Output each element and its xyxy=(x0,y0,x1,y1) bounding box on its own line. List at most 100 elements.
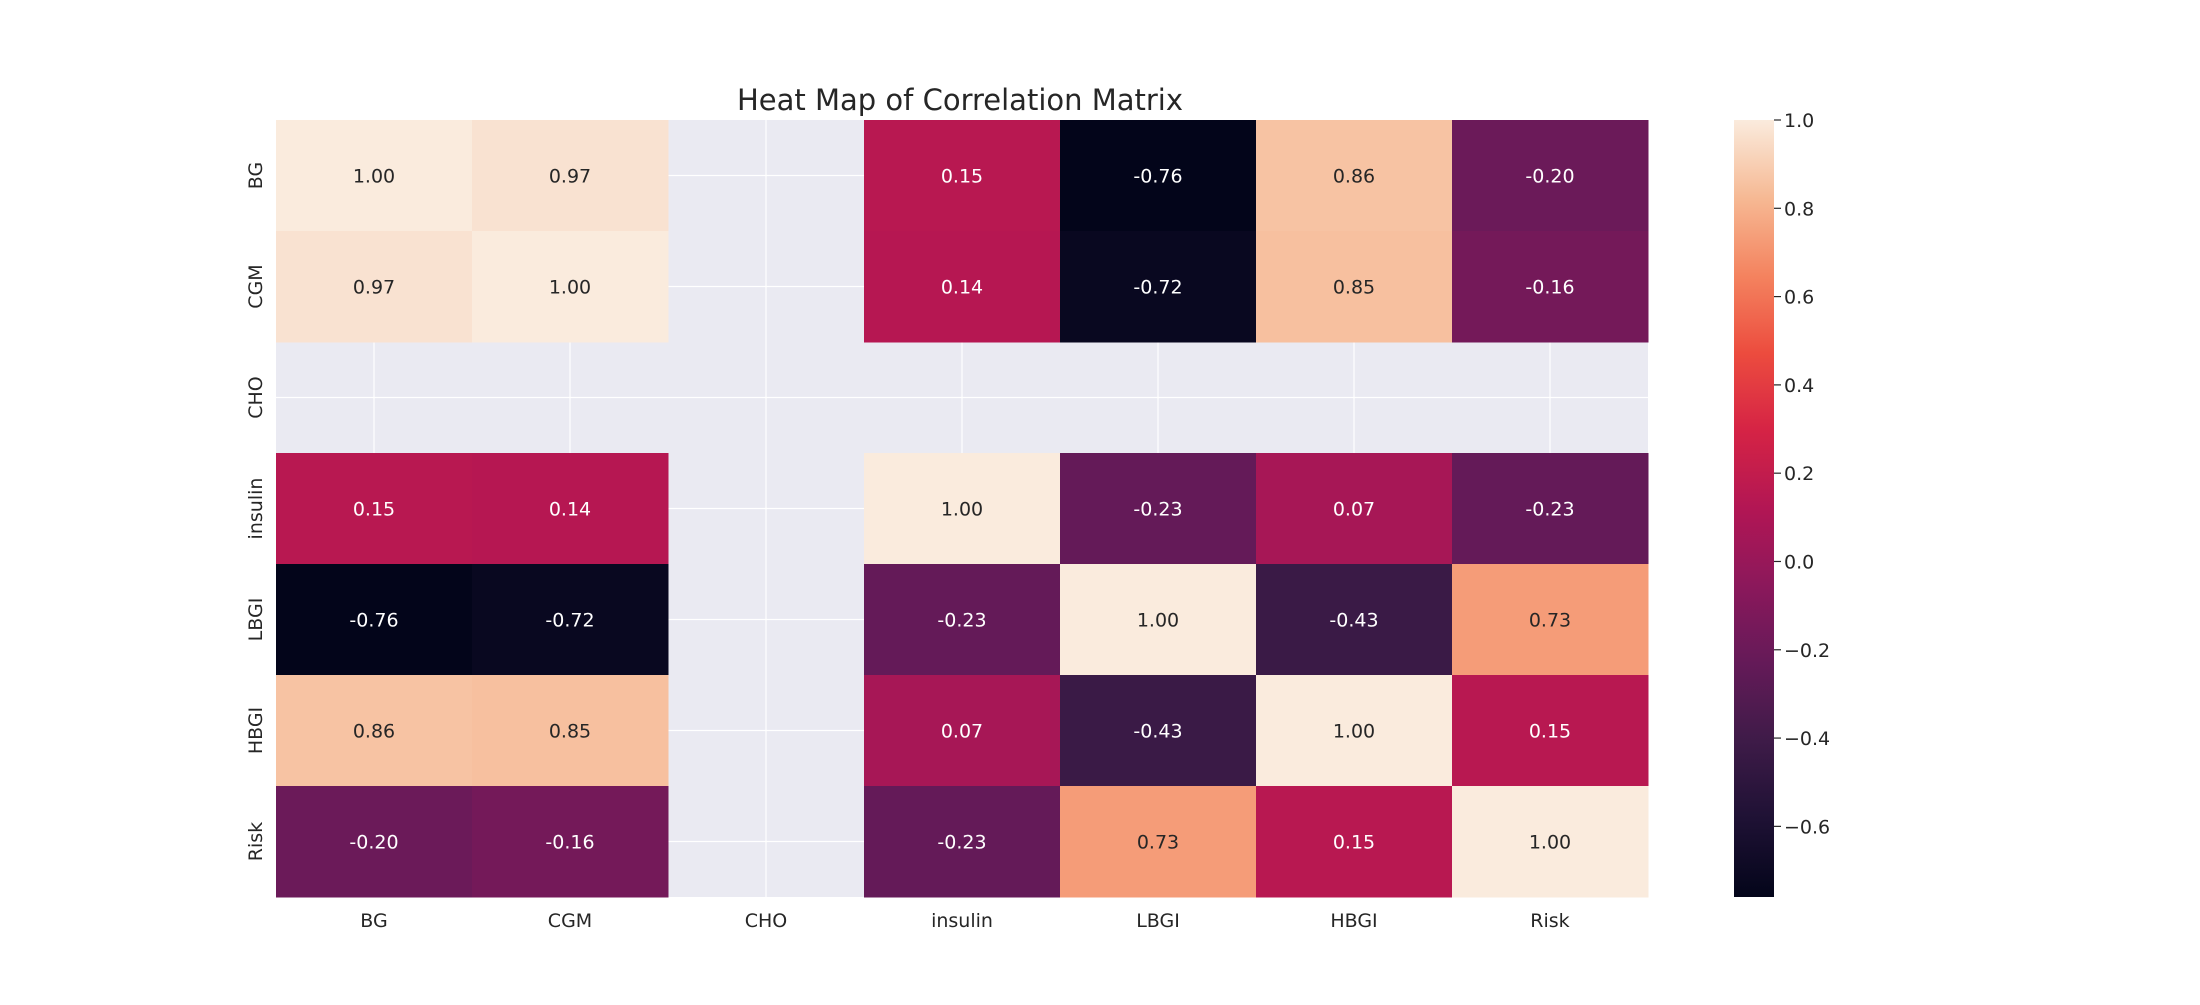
cell-value-label: 1.00 xyxy=(941,499,983,521)
heatmap-cell xyxy=(864,453,1061,565)
colorbar-tick-label: 1.0 xyxy=(1784,110,1814,132)
colorbar-gradient xyxy=(1734,120,1774,897)
cell-value-label: 1.00 xyxy=(1137,610,1179,632)
cell-value-label: 0.07 xyxy=(1333,499,1375,521)
heatmap-cell xyxy=(472,675,669,787)
heatmap-cell xyxy=(472,120,669,232)
x-axis-tick-labels: BG CGM CHO insulin LBGI HBGI Risk xyxy=(360,910,1569,932)
heatmap-cell xyxy=(472,564,669,676)
heatmap-cells xyxy=(276,120,1649,898)
cell-value-label: -0.20 xyxy=(1525,166,1574,188)
cell-value-label: 0.85 xyxy=(1333,277,1375,299)
cell-value-label: 0.15 xyxy=(353,499,395,521)
heatmap-cell xyxy=(472,231,669,343)
cell-value-label: -0.43 xyxy=(1133,721,1182,743)
x-tick-label: Risk xyxy=(1530,910,1569,932)
cell-value-label: 0.14 xyxy=(549,499,591,521)
y-tick-label: BG xyxy=(245,162,267,189)
colorbar-tick-label: −0.2 xyxy=(1784,640,1830,662)
heatmap-cell xyxy=(1060,453,1257,565)
heatmap-cell xyxy=(1256,120,1453,232)
heatmap-cell xyxy=(1060,675,1257,787)
cell-value-label: 0.15 xyxy=(941,166,983,188)
heatmap-cell xyxy=(864,786,1061,898)
heatmap-cell xyxy=(1452,564,1649,676)
cell-value-label: -0.16 xyxy=(1525,277,1574,299)
colorbar-tick-label: 0.0 xyxy=(1784,551,1814,573)
cell-value-label: 1.00 xyxy=(549,277,591,299)
x-tick-label: insulin xyxy=(931,910,993,932)
y-tick-label: LBGI xyxy=(245,598,267,642)
colorbar: 1.0 0.8 0.6 0.4 0.2 0.0 −0.2 −0.4 −0.6 xyxy=(1734,110,1830,897)
colorbar-tick-label: −0.4 xyxy=(1784,728,1830,750)
y-tick-label: Risk xyxy=(245,822,267,861)
cell-value-label: -0.16 xyxy=(545,832,594,854)
colorbar-tick-label: 0.2 xyxy=(1784,463,1814,485)
heatmap-cell xyxy=(1452,231,1649,343)
y-tick-label: CHO xyxy=(245,376,267,419)
cell-value-label: -0.23 xyxy=(937,832,986,854)
cell-value-label: 0.73 xyxy=(1137,832,1179,854)
cell-value-label: 0.97 xyxy=(353,277,395,299)
heatmap-cell xyxy=(276,231,473,343)
cell-value-label: 0.15 xyxy=(1529,721,1571,743)
cell-value-label: -0.23 xyxy=(1525,499,1574,521)
cell-value-label: 0.73 xyxy=(1529,610,1571,632)
x-tick-label: BG xyxy=(360,910,387,932)
cell-value-label: 1.00 xyxy=(1333,721,1375,743)
heatmap-cell xyxy=(1060,120,1257,232)
heatmap-cell xyxy=(1452,120,1649,232)
heatmap-cell xyxy=(1060,564,1257,676)
x-tick-label: CHO xyxy=(745,910,788,932)
cell-value-label: 0.97 xyxy=(549,166,591,188)
heatmap-cell xyxy=(276,786,473,898)
heatmap-cell xyxy=(276,675,473,787)
cell-value-label: -0.72 xyxy=(1133,277,1182,299)
heatmap-cell xyxy=(1256,564,1453,676)
cell-value-label: 0.86 xyxy=(1333,166,1375,188)
cell-value-label: -0.20 xyxy=(349,832,398,854)
y-tick-label: HBGI xyxy=(245,707,267,754)
heatmap-cell xyxy=(1256,786,1453,898)
cell-value-label: -0.43 xyxy=(1329,610,1378,632)
cell-value-label: -0.23 xyxy=(1133,499,1182,521)
cell-value-label: 0.86 xyxy=(353,721,395,743)
heatmap-cell xyxy=(1452,675,1649,787)
heatmap-cell xyxy=(276,564,473,676)
heatmap-cell xyxy=(864,120,1061,232)
heatmap-cell xyxy=(276,453,473,565)
cell-value-label: 0.07 xyxy=(941,721,983,743)
chart-title: Heat Map of Correlation Matrix xyxy=(737,83,1183,117)
cell-value-label: -0.23 xyxy=(937,610,986,632)
colorbar-tick-label: 0.4 xyxy=(1784,375,1814,397)
cell-value-label: 1.00 xyxy=(1529,832,1571,854)
colorbar-tick-label: −0.6 xyxy=(1784,816,1830,838)
heatmap-cell xyxy=(276,120,473,232)
heatmap-cell xyxy=(1256,675,1453,787)
x-tick-label: CGM xyxy=(548,910,592,932)
heatmap-cell xyxy=(864,231,1061,343)
heatmap-cell xyxy=(472,786,669,898)
heatmap-annotations: 1.00 0.97 0.15 -0.76 0.86 -0.20 0.97 1.00 0.14 -0… xyxy=(349,166,1574,854)
cell-value-label: -0.76 xyxy=(349,610,398,632)
cell-value-label: -0.72 xyxy=(545,610,594,632)
colorbar-tick-label: 0.6 xyxy=(1784,287,1814,309)
cell-value-label: 0.14 xyxy=(941,277,983,299)
heatmap-cell xyxy=(1060,231,1257,343)
heatmap-cell xyxy=(1060,786,1257,898)
x-tick-label: LBGI xyxy=(1136,910,1180,932)
y-tick-label: insulin xyxy=(245,478,267,540)
plot-area: 1.00 0.97 0.15 -0.76 0.86 -0.20 0.97 1.00 0.14 -0… xyxy=(245,120,1649,932)
heatmap-cell xyxy=(1452,786,1649,898)
colorbar-tick-label: 0.8 xyxy=(1784,198,1814,220)
cell-value-label: -0.76 xyxy=(1133,166,1182,188)
heatmap-cell xyxy=(864,564,1061,676)
cell-value-label: 1.00 xyxy=(353,166,395,188)
heatmap-cell xyxy=(864,675,1061,787)
y-axis-tick-labels: BG CGM CHO insulin LBGI HBGI Risk xyxy=(245,162,267,861)
heatmap-cell xyxy=(1452,453,1649,565)
cell-value-label: 0.15 xyxy=(1333,832,1375,854)
y-tick-label: CGM xyxy=(245,264,267,308)
